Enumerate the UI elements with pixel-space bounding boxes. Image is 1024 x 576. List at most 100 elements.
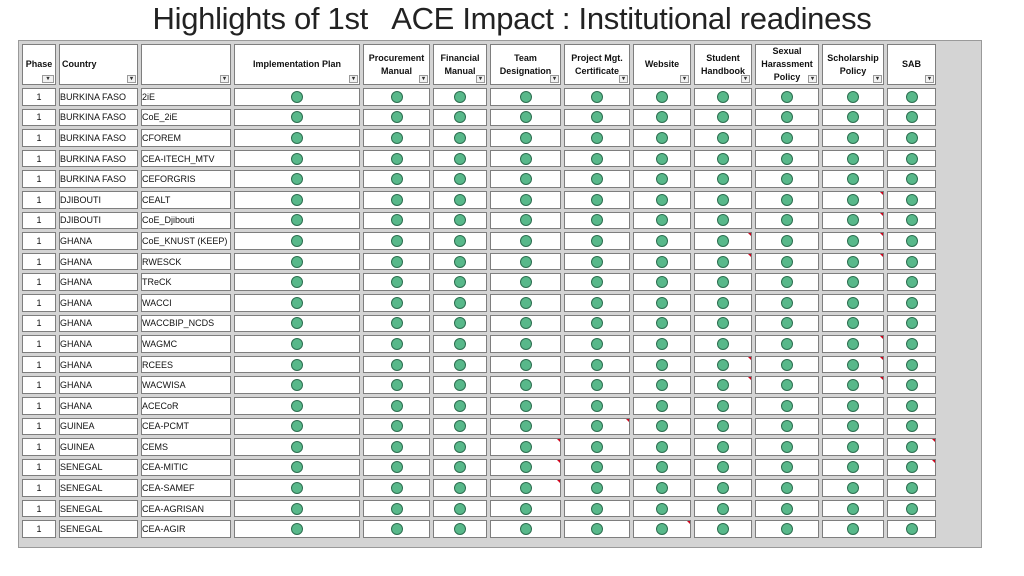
procurement-manual-cell[interactable] [363, 88, 430, 106]
implementation-plan-cell[interactable] [234, 314, 360, 333]
team-designation-cell[interactable] [490, 335, 561, 353]
sab-cell[interactable] [887, 499, 936, 518]
sexual-harassment-policy-cell[interactable] [755, 252, 819, 271]
website-cell[interactable] [633, 129, 691, 147]
sexual-harassment-policy-cell[interactable] [755, 376, 819, 394]
sab-cell[interactable] [887, 355, 936, 374]
team-designation-cell[interactable] [490, 211, 561, 230]
implementation-plan-cell[interactable] [234, 108, 360, 127]
dropdown-arrow-icon[interactable]: ▾ [476, 75, 485, 83]
comment-indicator-icon[interactable] [747, 253, 751, 258]
implementation-plan-cell[interactable] [234, 479, 360, 497]
project-mgt-certificate-cell[interactable] [564, 458, 630, 477]
student-handbook-cell[interactable] [694, 129, 752, 147]
student-handbook-cell[interactable] [694, 417, 752, 436]
phase-cell[interactable]: 1 [22, 417, 56, 436]
implementation-plan-cell[interactable] [234, 396, 360, 415]
procurement-manual-cell[interactable] [363, 376, 430, 394]
project-mgt-certificate-cell[interactable] [564, 232, 630, 250]
financial-manual-cell[interactable] [433, 190, 487, 209]
sab-cell[interactable] [887, 129, 936, 147]
scholarship-policy-cell[interactable] [822, 129, 884, 147]
project-mgt-certificate-cell[interactable] [564, 129, 630, 147]
scholarship-policy-cell[interactable] [822, 355, 884, 374]
project-mgt-certificate-cell[interactable] [564, 108, 630, 127]
phase-cell[interactable]: 1 [22, 129, 56, 147]
procurement-manual-cell[interactable] [363, 396, 430, 415]
website-cell[interactable] [633, 108, 691, 127]
procurement-manual-cell[interactable] [363, 129, 430, 147]
scholarship-policy-cell[interactable] [822, 211, 884, 230]
scholarship-policy-cell[interactable] [822, 438, 884, 456]
implementation-plan-cell[interactable] [234, 129, 360, 147]
country-cell[interactable]: GHANA [59, 335, 138, 353]
country-cell[interactable]: GHANA [59, 273, 138, 291]
student-handbook-cell[interactable] [694, 396, 752, 415]
comment-indicator-icon[interactable] [879, 191, 883, 196]
financial-manual-cell[interactable] [433, 335, 487, 353]
procurement-manual-cell[interactable] [363, 149, 430, 168]
comment-indicator-icon[interactable] [556, 459, 560, 464]
procurement-manual-cell[interactable] [363, 499, 430, 518]
sab-cell[interactable] [887, 149, 936, 168]
website-cell[interactable] [633, 458, 691, 477]
website-cell[interactable] [633, 355, 691, 374]
team-designation-cell[interactable] [490, 417, 561, 436]
financial-manual-cell[interactable] [433, 458, 487, 477]
sexual-harassment-policy-cell[interactable] [755, 417, 819, 436]
implementation-plan-cell[interactable] [234, 376, 360, 394]
financial-manual-cell[interactable] [433, 232, 487, 250]
financial-manual-cell[interactable] [433, 376, 487, 394]
financial-manual-cell[interactable] [433, 438, 487, 456]
procurement-manual-cell[interactable] [363, 273, 430, 291]
website-cell[interactable] [633, 396, 691, 415]
project-mgt-certificate-cell[interactable] [564, 314, 630, 333]
student-handbook-cell[interactable] [694, 211, 752, 230]
project-mgt-certificate-cell[interactable] [564, 149, 630, 168]
sexual-harassment-policy-cell[interactable] [755, 88, 819, 106]
project-mgt-certificate-cell[interactable] [564, 335, 630, 353]
center-cell[interactable]: CEA-SAMEF [141, 479, 231, 497]
center-cell[interactable]: CEFORGRIS [141, 170, 231, 188]
scholarship-policy-cell[interactable] [822, 499, 884, 518]
country-cell[interactable]: GHANA [59, 355, 138, 374]
sexual-harassment-policy-cell[interactable] [755, 190, 819, 209]
financial-manual-cell[interactable] [433, 520, 487, 539]
team-designation-cell[interactable] [490, 252, 561, 271]
phase-cell[interactable]: 1 [22, 376, 56, 394]
sexual-harassment-policy-cell[interactable] [755, 211, 819, 230]
scholarship-policy-cell[interactable] [822, 190, 884, 209]
website-cell[interactable] [633, 376, 691, 394]
phase-cell[interactable]: 1 [22, 293, 56, 312]
financial-manual-cell[interactable] [433, 355, 487, 374]
implementation-plan-cell[interactable] [234, 211, 360, 230]
team-designation-cell[interactable] [490, 499, 561, 518]
center-cell[interactable]: CFOREM [141, 129, 231, 147]
team-designation-cell[interactable] [490, 232, 561, 250]
implementation-plan-cell[interactable] [234, 149, 360, 168]
procurement-manual-cell[interactable] [363, 190, 430, 209]
country-cell[interactable]: GHANA [59, 396, 138, 415]
comment-indicator-icon[interactable] [686, 521, 690, 526]
center-cell[interactable]: CEA-AGRISAN [141, 499, 231, 518]
dropdown-arrow-icon[interactable]: ▾ [349, 75, 358, 83]
sexual-harassment-policy-cell[interactable] [755, 520, 819, 539]
implementation-plan-cell[interactable] [234, 355, 360, 374]
sab-cell[interactable] [887, 438, 936, 456]
country-cell[interactable]: BURKINA FASO [59, 129, 138, 147]
center-cell[interactable]: CEA-MITIC [141, 458, 231, 477]
sexual-harassment-policy-cell[interactable] [755, 108, 819, 127]
procurement-manual-cell[interactable] [363, 293, 430, 312]
center-cell[interactable]: RWESCK [141, 252, 231, 271]
website-cell[interactable] [633, 170, 691, 188]
student-handbook-cell[interactable] [694, 479, 752, 497]
comment-indicator-icon[interactable] [931, 459, 935, 464]
dropdown-arrow-icon[interactable]: ▾ [925, 75, 934, 83]
team-designation-cell[interactable] [490, 190, 561, 209]
website-cell[interactable] [633, 273, 691, 291]
sexual-harassment-policy-cell[interactable] [755, 438, 819, 456]
center-cell[interactable]: CEA-AGIR [141, 520, 231, 539]
implementation-plan-cell[interactable] [234, 293, 360, 312]
team-designation-cell[interactable] [490, 129, 561, 147]
team-designation-cell[interactable] [490, 88, 561, 106]
